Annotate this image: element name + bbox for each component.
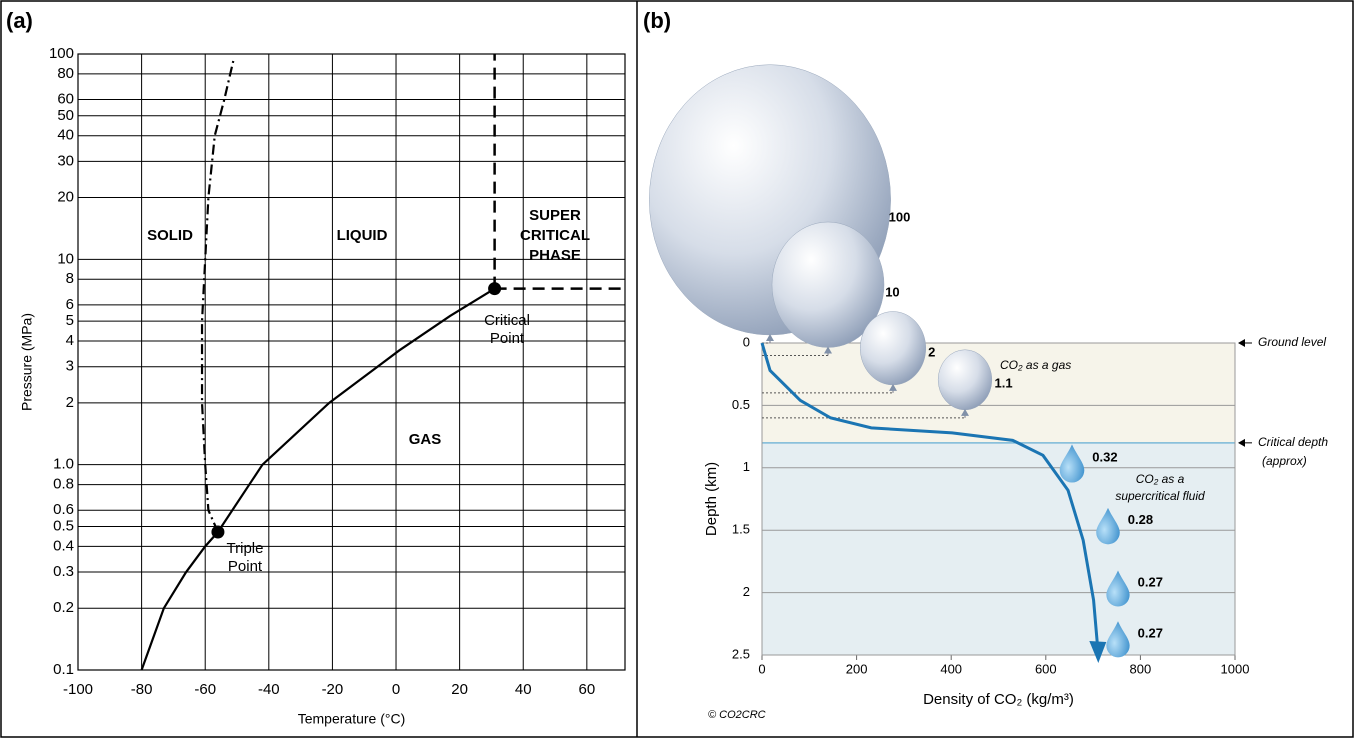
x-tick-label: 1000 [1221, 661, 1250, 676]
y-tick-label: 2 [743, 584, 750, 599]
figure: (a)-100-80-60-40-2002040600.10.20.30.40.… [0, 0, 1354, 738]
y-tick-label: 20 [57, 188, 74, 205]
annotation: LIQUID [337, 227, 388, 244]
volume-label: 2 [928, 345, 935, 360]
balloon [938, 350, 992, 410]
phase-point [488, 282, 501, 295]
y-tick-label: 60 [57, 91, 74, 108]
annotation: supercritical fluid [1115, 489, 1205, 503]
phase-boundary [142, 532, 218, 670]
annotation: PHASE [529, 247, 581, 264]
x-tick-label: -20 [322, 681, 344, 698]
annotation: Critical [484, 312, 530, 329]
annotation: CO₂ as a gas [1000, 358, 1071, 372]
y-axis-label: Pressure (MPa) [19, 313, 35, 411]
volume-label: 1.1 [994, 375, 1012, 390]
x-tick-label: 600 [1035, 661, 1057, 676]
y-tick-label: 0.5 [53, 517, 74, 534]
annotation: GAS [409, 431, 442, 448]
y-tick-label: 4 [66, 332, 74, 349]
x-tick-label: 60 [578, 681, 595, 698]
annotation: Critical depth [1258, 435, 1328, 449]
y-tick-label: 30 [57, 152, 74, 169]
y-tick-label: 8 [66, 270, 74, 287]
pointer-head [1238, 339, 1245, 347]
y-tick-label: 3 [66, 358, 74, 375]
panel-label: (a) [6, 8, 33, 33]
x-axis-label: Temperature (°C) [298, 711, 406, 727]
volume-label: 0.28 [1128, 512, 1153, 527]
gas-zone [762, 343, 1235, 443]
volume-label: 0.27 [1138, 625, 1163, 640]
y-tick-label: 80 [57, 65, 74, 82]
x-tick-label: 400 [940, 661, 962, 676]
x-tick-label: 40 [515, 681, 532, 698]
balloon [860, 312, 926, 385]
x-tick-label: 800 [1130, 661, 1152, 676]
y-tick-label: 10 [57, 250, 74, 267]
x-tick-label: -100 [63, 681, 93, 698]
x-tick-label: -80 [131, 681, 153, 698]
x-tick-label: 0 [392, 681, 400, 698]
y-tick-label: 1 [743, 459, 750, 474]
y-tick-label: 5 [66, 312, 74, 329]
plot-frame [78, 54, 625, 670]
y-tick-label: 0.4 [53, 537, 74, 554]
annotation: Point [228, 558, 263, 575]
annotation: Triple [227, 540, 264, 557]
y-tick-label: 1.0 [53, 456, 74, 473]
annotation: Ground level [1258, 335, 1326, 349]
phase-point [211, 525, 224, 538]
y-tick-label: 2 [66, 394, 74, 411]
x-tick-label: 0 [758, 661, 765, 676]
y-tick-label: 0.3 [53, 563, 74, 580]
annotation: Point [490, 330, 525, 347]
x-tick-label: -60 [194, 681, 216, 698]
panel-label: (b) [643, 8, 671, 33]
annotation: SUPER [529, 207, 581, 224]
credit: © CO2CRC [708, 709, 766, 721]
annotation: (approx) [1262, 454, 1307, 468]
x-tick-label: 200 [846, 661, 868, 676]
y-tick-label: 0.6 [53, 501, 74, 518]
y-tick-label: 0 [743, 334, 750, 349]
volume-label: 100 [889, 209, 911, 224]
annotation: CO₂ as a [1136, 472, 1185, 486]
annotation: CRITICAL [520, 227, 590, 244]
x-tick-label: 20 [451, 681, 468, 698]
y-tick-label: 0.8 [53, 476, 74, 493]
x-tick-label: -40 [258, 681, 280, 698]
y-tick-label: 0.5 [732, 397, 750, 412]
phase-boundary [218, 289, 495, 532]
pointer-head [1238, 439, 1245, 447]
y-tick-label: 1.5 [732, 522, 750, 537]
y-tick-label: 100 [49, 45, 74, 62]
x-axis-label: Density of CO₂ (kg/m³) [923, 691, 1074, 708]
y-tick-label: 0.2 [53, 599, 74, 616]
y-axis-label: Depth (km) [703, 462, 720, 536]
y-tick-label: 50 [57, 107, 74, 124]
y-tick-label: 6 [66, 296, 74, 313]
volume-label: 10 [885, 285, 899, 300]
annotation: SOLID [147, 227, 193, 244]
y-tick-label: 40 [57, 127, 74, 144]
volume-label: 0.27 [1138, 575, 1163, 590]
volume-label: 0.32 [1092, 449, 1117, 464]
y-tick-label: 0.1 [53, 661, 74, 678]
phase-boundary [202, 59, 234, 532]
y-tick-label: 2.5 [732, 646, 750, 661]
